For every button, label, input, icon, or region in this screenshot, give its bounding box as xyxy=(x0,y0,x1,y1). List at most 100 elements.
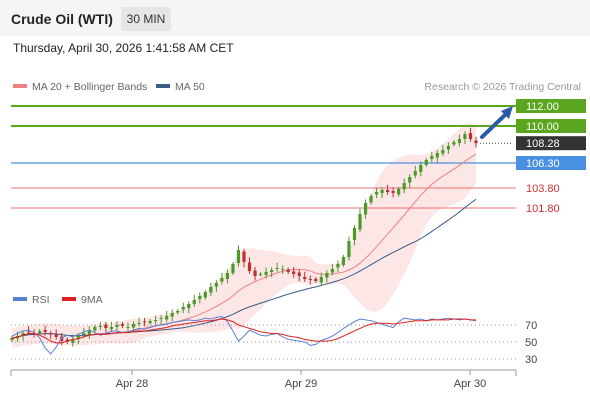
candle-body xyxy=(292,271,296,274)
candle-body xyxy=(430,156,434,159)
candle-body xyxy=(26,331,31,333)
candle-body xyxy=(336,264,340,268)
candle-body xyxy=(303,277,307,279)
candle-body xyxy=(181,307,185,310)
candle-body xyxy=(297,272,301,276)
x-axis: Apr 28 Apr 29 Apr 30 xyxy=(10,369,517,390)
candle-body xyxy=(435,153,439,158)
candle-body xyxy=(60,336,64,341)
candle-body xyxy=(220,278,224,282)
candle-body xyxy=(369,196,373,203)
candle-body xyxy=(71,339,75,343)
ma20-legend-label: MA 20 + Bollinger Bands xyxy=(32,81,147,93)
x-tick-label: Apr 28 xyxy=(116,378,148,390)
candle-body xyxy=(468,133,473,139)
candle-body xyxy=(363,203,368,215)
rsi-ma-legend-label: 9MA xyxy=(81,294,103,306)
candle-body xyxy=(242,251,246,262)
candle-body xyxy=(374,192,379,195)
candle-body xyxy=(236,250,241,263)
candle-body xyxy=(142,321,147,323)
candle-body xyxy=(231,264,235,273)
candle-body xyxy=(330,269,334,273)
ma20-legend-swatch xyxy=(13,84,27,88)
level-labels: 112.00 110.00 108.28 106.30 103.80 101.80 xyxy=(516,99,586,215)
candle-body xyxy=(159,318,163,319)
rsi-ma-line xyxy=(11,318,476,344)
rsi-tick-label: 70 xyxy=(525,320,537,332)
price-levels xyxy=(11,105,516,209)
rsi-legend-label: RSI xyxy=(32,294,50,306)
candle-body xyxy=(352,228,357,240)
candle-body xyxy=(98,326,102,327)
x-tick-label: Apr 30 xyxy=(454,378,486,390)
rsi-grid: 70 50 30 xyxy=(11,320,537,366)
header-bar: Crude Oil (WTI) 30 MIN xyxy=(0,0,590,36)
candle-body xyxy=(54,334,58,337)
candle-body xyxy=(170,313,174,317)
candle-body xyxy=(198,296,202,299)
candle-body xyxy=(413,171,417,176)
candle-body xyxy=(341,257,346,265)
candle-body xyxy=(386,190,390,192)
candle-body xyxy=(452,142,456,145)
rsi-legend-swatch xyxy=(13,297,27,301)
bollinger-band-fill xyxy=(12,123,476,348)
candle-body xyxy=(203,292,207,298)
candle-body xyxy=(137,323,141,324)
rsi-tick-label: 50 xyxy=(525,337,537,349)
candle-body xyxy=(474,140,478,144)
level-label: 112.00 xyxy=(526,101,559,113)
candle-body xyxy=(380,190,384,193)
candle-body xyxy=(253,270,257,276)
level-label: 110.00 xyxy=(526,121,559,133)
candle-body xyxy=(419,165,423,172)
candle-body xyxy=(148,321,152,323)
candle-body xyxy=(165,316,169,320)
candle-body xyxy=(43,330,47,332)
candle-body xyxy=(93,327,97,331)
level-label-box xyxy=(516,119,586,133)
level-label: 103.80 xyxy=(526,183,560,195)
candle-body xyxy=(457,139,462,143)
candle-body xyxy=(192,300,196,304)
candle-body xyxy=(258,274,263,275)
candle-body xyxy=(247,262,252,271)
rsi-ma-legend-swatch xyxy=(62,297,76,301)
candle-body xyxy=(209,287,213,293)
candle-body xyxy=(104,324,108,328)
candle-body xyxy=(463,134,467,139)
candle-body xyxy=(131,324,136,328)
candle-body xyxy=(314,279,318,281)
candle-body xyxy=(10,338,14,340)
candle-body xyxy=(358,214,362,230)
x-tick-label: Apr 29 xyxy=(285,378,317,390)
instrument-title: Crude Oil (WTI) xyxy=(11,11,113,27)
candle-body xyxy=(49,333,53,335)
credit-text: Research © 2026 Trading Central xyxy=(424,81,581,93)
candle-body xyxy=(76,336,80,339)
rsi-legend: RSI 9MA xyxy=(13,294,103,306)
ma50-legend-swatch xyxy=(156,84,170,88)
candle-body xyxy=(120,324,125,326)
candle-body xyxy=(38,331,42,333)
bollinger-bands xyxy=(12,123,476,348)
candle-body xyxy=(424,160,428,165)
candle-body xyxy=(308,279,312,280)
candle-body xyxy=(225,273,230,279)
ma50-legend-label: MA 50 xyxy=(175,81,205,93)
candle-body xyxy=(286,269,290,272)
candle-body xyxy=(325,273,329,278)
level-label-box xyxy=(516,99,586,113)
level-label: 101.80 xyxy=(526,203,560,215)
candle-body xyxy=(391,191,395,193)
level-label-box xyxy=(516,136,586,151)
timeframe-button[interactable]: 30 MIN xyxy=(121,7,171,31)
candle-body xyxy=(319,277,323,283)
level-label: 106.30 xyxy=(526,158,560,170)
candle-body xyxy=(21,333,25,336)
level-label: 108.28 xyxy=(526,138,560,150)
candle-body xyxy=(109,327,114,329)
forecast-arrow xyxy=(480,106,513,139)
